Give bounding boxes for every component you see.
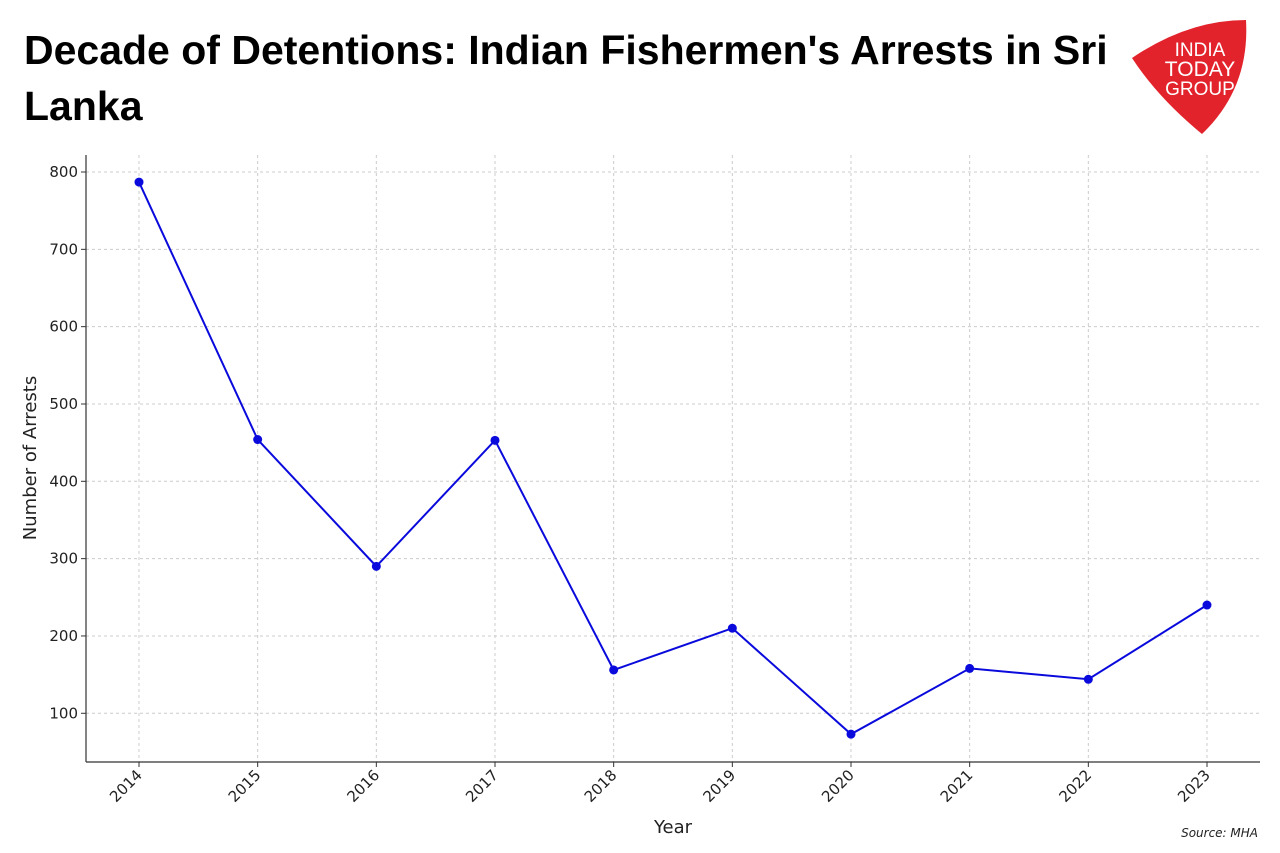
x-tick-label: 2022	[1055, 766, 1095, 806]
x-tick-label: 2016	[343, 766, 383, 806]
x-axis-label: Year	[653, 817, 693, 838]
data-point	[846, 729, 856, 739]
y-axis-label: Number of Arrests	[20, 376, 41, 540]
x-tick-label: 2017	[462, 766, 502, 806]
india-today-group-logo: INDIA TODAY GROUP	[1132, 20, 1247, 134]
y-tick-label: 100	[49, 704, 78, 722]
data-points	[134, 177, 1212, 739]
source-note: Source: MHA	[1181, 826, 1258, 840]
svg-text:TODAY: TODAY	[1165, 58, 1235, 81]
data-point	[965, 663, 975, 673]
x-tick-label: 2015	[225, 766, 265, 806]
data-point	[609, 665, 619, 675]
y-tick-labels: 100 200 300 400 500 600 700 800	[49, 163, 78, 722]
x-tick-label: 2021	[937, 766, 977, 806]
data-point	[134, 177, 144, 187]
axes	[81, 155, 1260, 767]
y-tick-label: 400	[49, 472, 78, 490]
data-point	[490, 435, 500, 445]
chart-title: Decade of Detentions: Indian Fishermen's…	[24, 27, 1108, 129]
data-point	[371, 561, 381, 571]
grid	[86, 155, 1260, 762]
y-tick-label: 300	[49, 550, 78, 568]
y-tick-label: 700	[49, 240, 78, 258]
x-tick-label: 2014	[106, 766, 146, 806]
y-tick-label: 600	[49, 318, 78, 336]
x-tick-label: 2019	[699, 766, 739, 806]
x-tick-label: 2023	[1174, 766, 1214, 806]
data-point	[1083, 674, 1093, 684]
series-line	[138, 181, 1208, 736]
svg-text:INDIA: INDIA	[1175, 40, 1226, 61]
svg-text:GROUP: GROUP	[1165, 79, 1235, 100]
data-point	[253, 435, 263, 445]
data-point	[727, 623, 737, 633]
data-point	[1202, 600, 1212, 610]
y-tick-label: 200	[49, 627, 78, 645]
y-tick-label: 800	[49, 163, 78, 181]
x-tick-label: 2018	[581, 766, 621, 806]
x-tick-label: 2020	[818, 766, 858, 806]
y-tick-label: 500	[49, 395, 78, 413]
x-tick-labels: 2014 2015 2016 2017 2018 2019 2020 2021 2022 2023	[106, 766, 1214, 806]
